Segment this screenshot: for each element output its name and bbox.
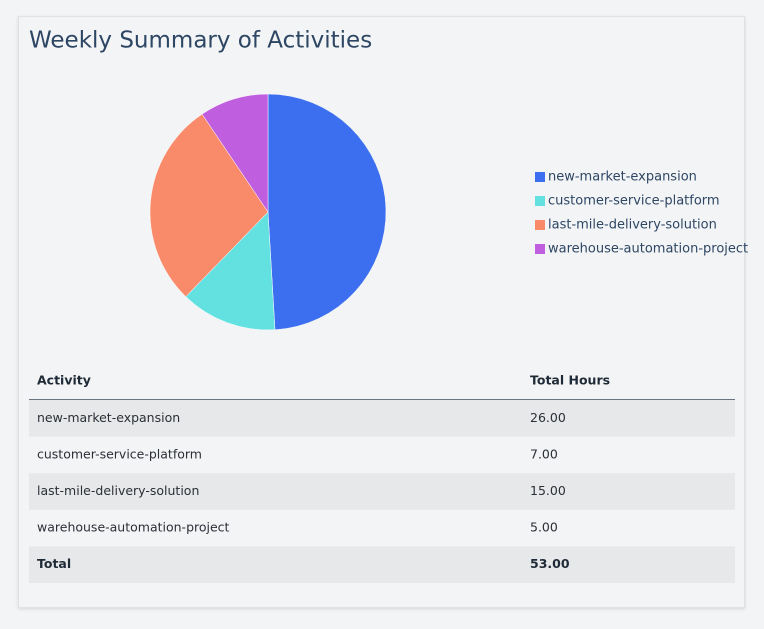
table-cell: last-mile-delivery-solution xyxy=(37,483,199,498)
row-bg xyxy=(29,473,735,510)
table-cell: 7.00 xyxy=(530,446,558,461)
pie-slice xyxy=(201,93,269,213)
table-header: Total Hours xyxy=(530,373,610,388)
row-bg xyxy=(29,546,735,583)
table-cell: customer-service-platform xyxy=(37,446,202,461)
pie-slice xyxy=(267,93,387,331)
legend-swatch xyxy=(535,244,545,254)
table-cell: 15.00 xyxy=(530,483,566,498)
legend-swatch xyxy=(535,172,545,182)
legend-label: warehouse-automation-project xyxy=(548,242,748,257)
table-cell: 26.00 xyxy=(530,410,566,425)
legend-label: new-market-expansion xyxy=(548,170,697,185)
legend-swatch xyxy=(535,220,545,230)
legend-label: last-mile-delivery-solution xyxy=(548,218,717,233)
table-header: Activity xyxy=(37,373,91,388)
title: Weekly Summary of Activities xyxy=(29,28,372,54)
pie-slice xyxy=(149,113,269,298)
pie-slice xyxy=(185,211,276,331)
row-bg xyxy=(29,400,735,437)
table-total: Total xyxy=(37,556,71,571)
legend-label: customer-service-platform xyxy=(548,194,720,209)
table-cell: 5.00 xyxy=(530,520,558,535)
table-total: 53.00 xyxy=(530,556,570,571)
table-cell: new-market-expansion xyxy=(37,410,180,425)
legend-swatch xyxy=(535,196,545,206)
table-cell: warehouse-automation-project xyxy=(37,520,230,535)
